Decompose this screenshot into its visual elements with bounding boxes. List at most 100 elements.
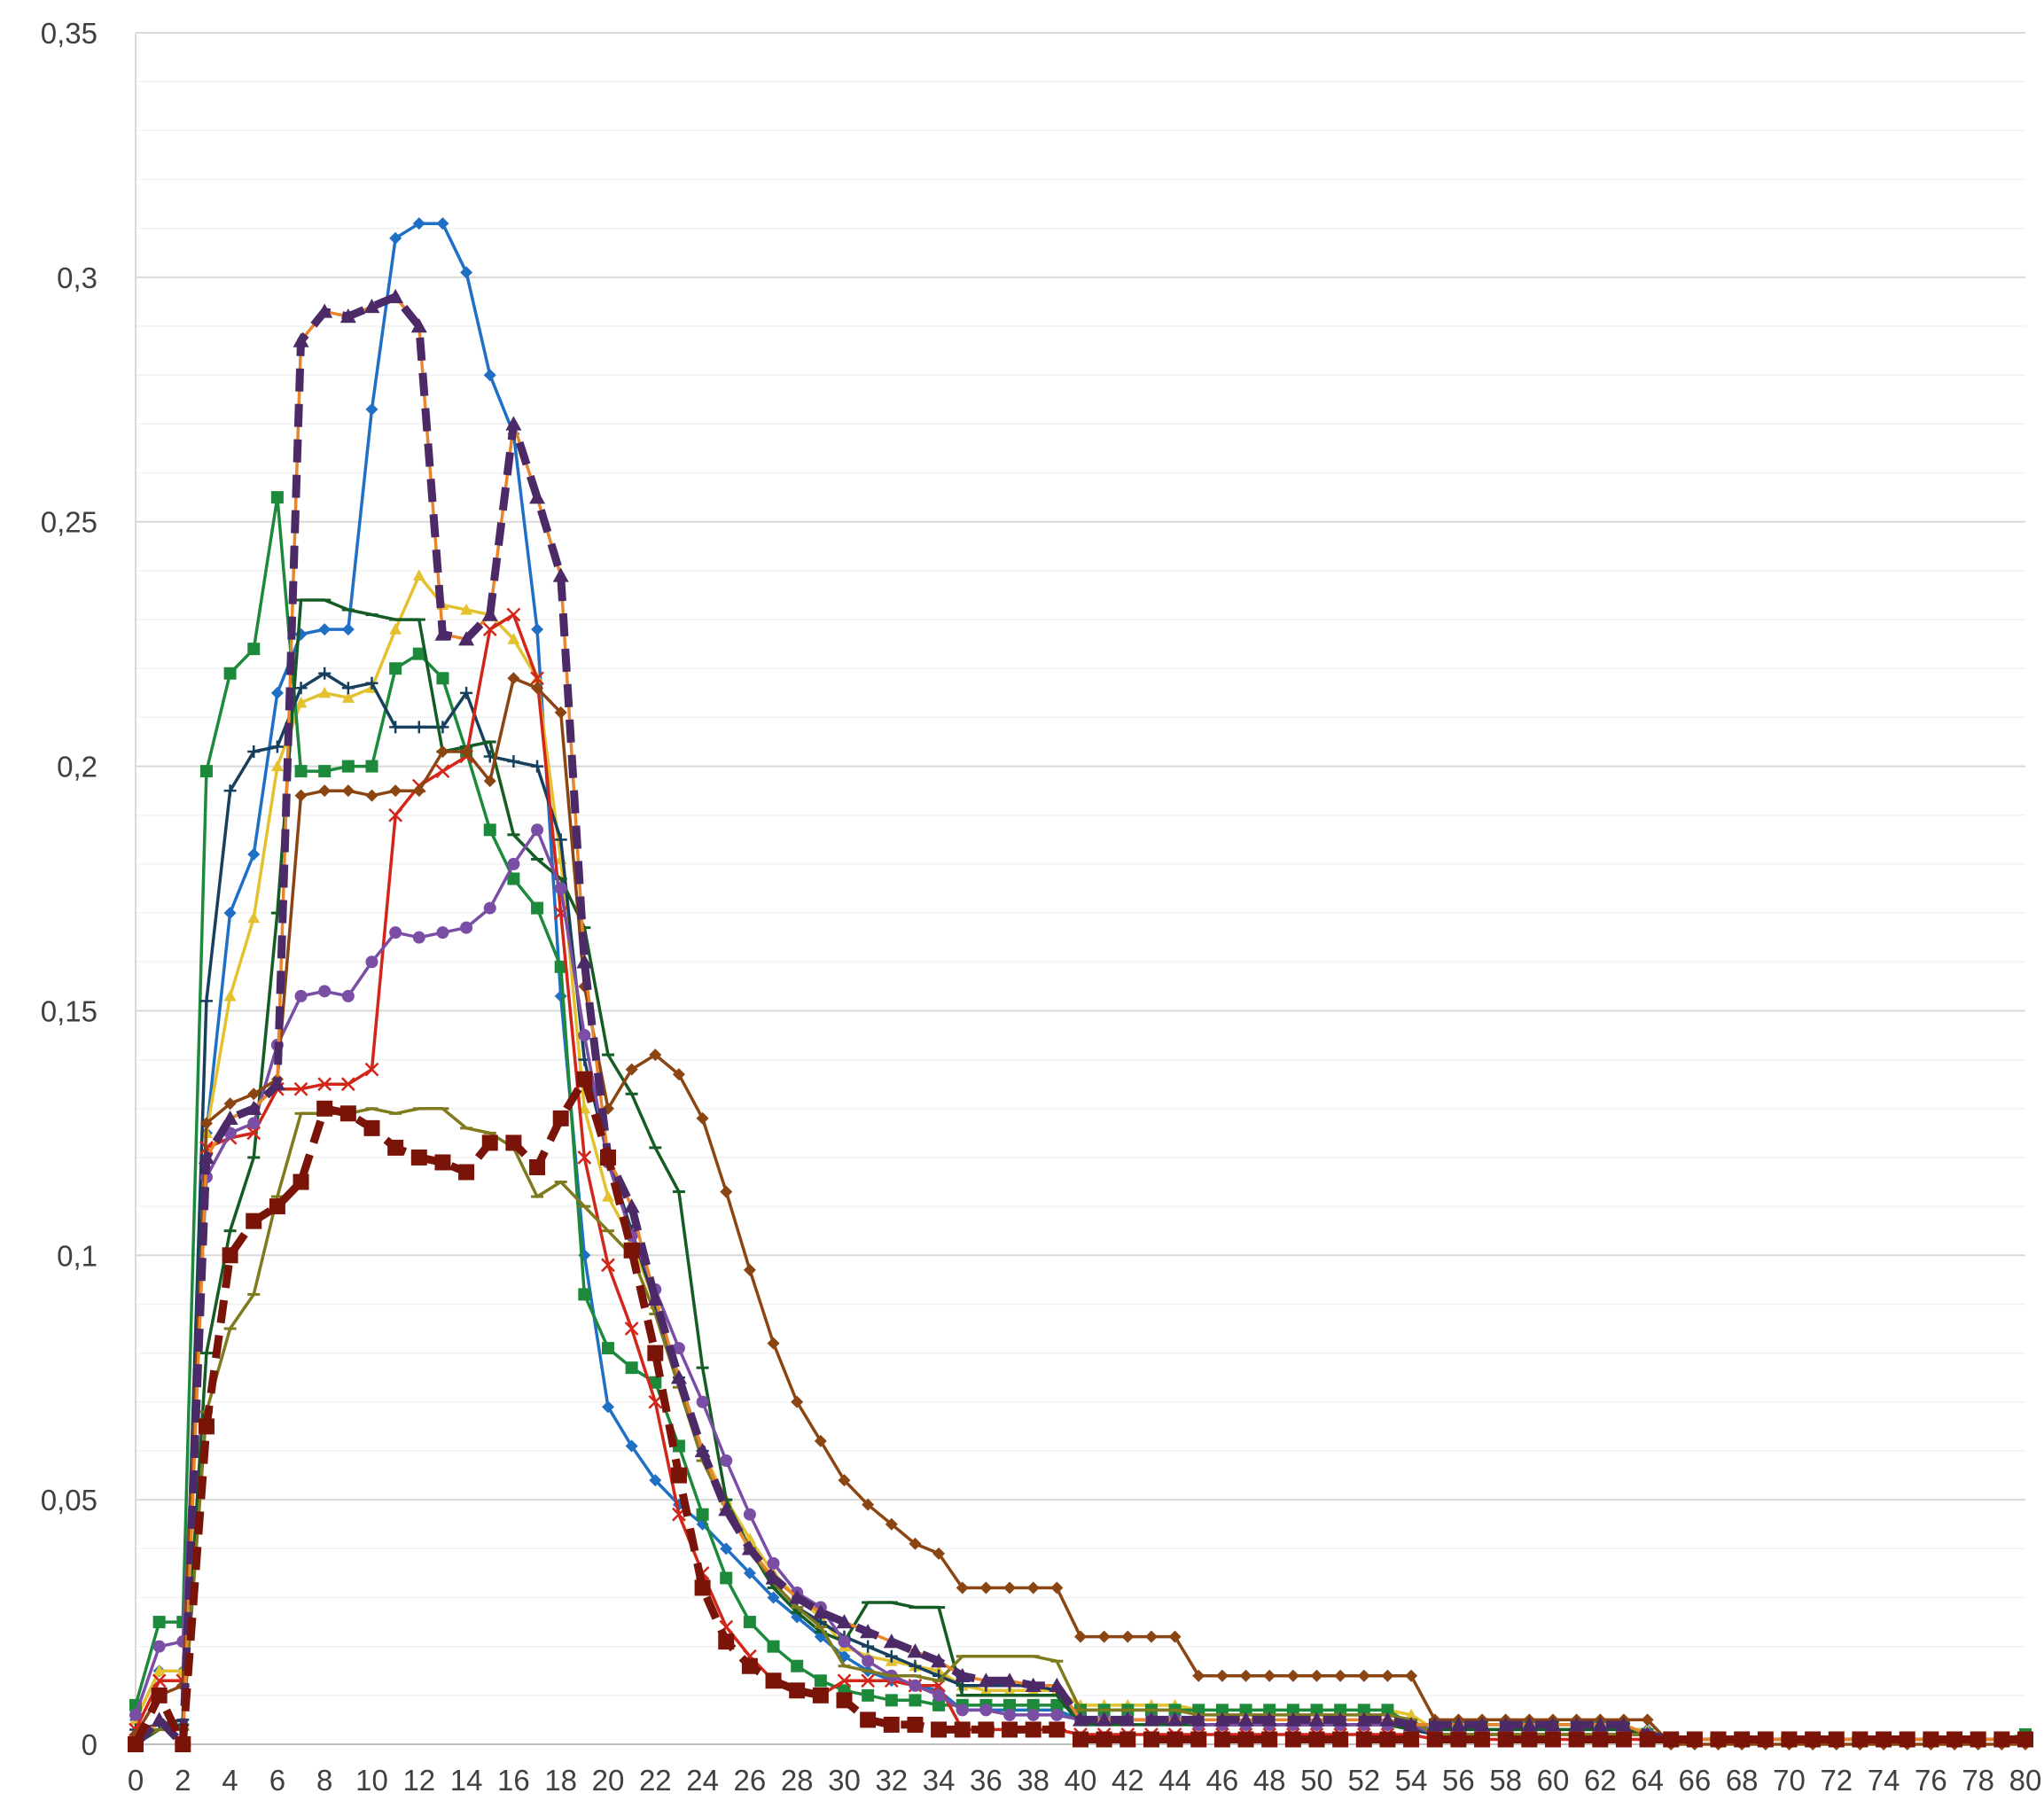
square-marker [222,1247,238,1264]
triangle-marker [507,633,520,644]
square-marker [1426,1731,1443,1748]
series-8 [129,1107,2032,1742]
triangle-marker [836,1614,853,1629]
square-marker [1781,1731,1798,1748]
plus-marker [199,994,213,1008]
circle-marker [909,1679,922,1692]
series-line [134,676,2025,1746]
diamond-marker [743,1263,756,1276]
x-tick-label: 26 [734,1764,767,1797]
square-marker [363,1119,380,1136]
square-marker [1261,1731,1278,1748]
triangle-marker [1474,1716,1491,1732]
triangle-marker [318,686,332,698]
square-marker [1450,1731,1467,1748]
triangle-marker [1143,1711,1159,1727]
diamond-marker [365,789,378,802]
series-9 [134,295,2025,1746]
square-marker [151,1687,168,1704]
square-marker [531,901,544,915]
triangle-marker [270,760,284,772]
square-marker [247,643,261,656]
square-marker [791,1659,804,1672]
triangle-marker [1403,1716,1420,1732]
x-tick-label: 70 [1773,1764,1806,1797]
diamond-marker [885,1517,898,1531]
x-marker [435,764,450,778]
diamond-marker [389,784,402,798]
square-marker [1096,1731,1112,1748]
circle-marker [507,857,520,870]
square-marker [1497,1731,1514,1748]
triangle-marker [223,989,237,1002]
diamond-marker [767,1337,780,1350]
square-marker [743,1616,756,1629]
diamond-marker [1074,1630,1087,1643]
diamond-marker [767,1591,780,1604]
square-marker [576,1071,593,1088]
diamond-marker [1144,1630,1158,1643]
square-marker [505,1134,522,1151]
triangle-marker [246,1100,262,1115]
square-marker [1474,1731,1491,1748]
triangle-marker [339,308,356,324]
triangle-marker [529,489,546,504]
triangle-marker [812,1604,829,1619]
triangle-marker [741,1540,758,1555]
square-marker [1025,1721,1042,1738]
plus-marker [318,667,332,680]
diamond-marker [294,789,308,802]
circle-marker [956,1704,969,1717]
square-marker [1379,1731,1396,1748]
triangle-marker [1308,1711,1325,1727]
diamond-marker [720,1542,733,1555]
x-tick-label: 2 [175,1764,191,1797]
diamond-marker [460,266,473,279]
plus-marker [909,1659,922,1672]
x-tick-label: 56 [1442,1764,1475,1797]
circle-marker [672,1342,685,1355]
diamond-marker [956,1581,969,1594]
x-tick-label: 80 [2009,1764,2042,1797]
square-marker [907,1716,924,1733]
plus-marker [341,682,355,695]
square-marker [909,1694,922,1707]
plus-marker [365,676,378,690]
x-marker [152,1673,167,1688]
square-marker [670,1467,687,1484]
square-marker [507,872,520,885]
plus-marker [294,682,308,695]
square-marker [529,1158,546,1175]
plus-marker [270,740,284,753]
square-marker [1050,1698,1064,1711]
circle-marker [436,926,449,939]
triangle-marker [1450,1716,1467,1732]
triangle-marker [883,1633,900,1649]
square-marker [765,1672,782,1689]
diamond-marker [223,1097,237,1111]
diamond-marker [365,402,378,416]
triangle-marker [647,1290,664,1306]
triangle-marker [694,1442,711,1458]
triangle-marker [198,1149,215,1165]
x-tick-label: 68 [1726,1764,1759,1797]
square-marker [365,760,378,773]
square-marker [1805,1731,1822,1748]
diamond-marker [625,1439,638,1453]
x-tick-label: 8 [316,1764,332,1797]
series-4 [129,598,2032,1746]
square-marker [1239,1704,1252,1717]
triangle-marker [552,567,569,582]
square-marker [293,1173,309,1190]
diamond-marker [814,1434,827,1447]
diamond-marker [743,1566,756,1579]
y-tick-label: 0,05 [41,1484,98,1516]
square-marker [223,667,237,680]
circle-marker [1050,1708,1064,1721]
diamond-marker [531,682,544,695]
diamond-marker [1641,1713,1654,1727]
diamond-marker [696,1111,709,1125]
diamond-marker [1310,1669,1323,1682]
series-line [132,292,2025,1749]
x-marker [837,1673,852,1688]
